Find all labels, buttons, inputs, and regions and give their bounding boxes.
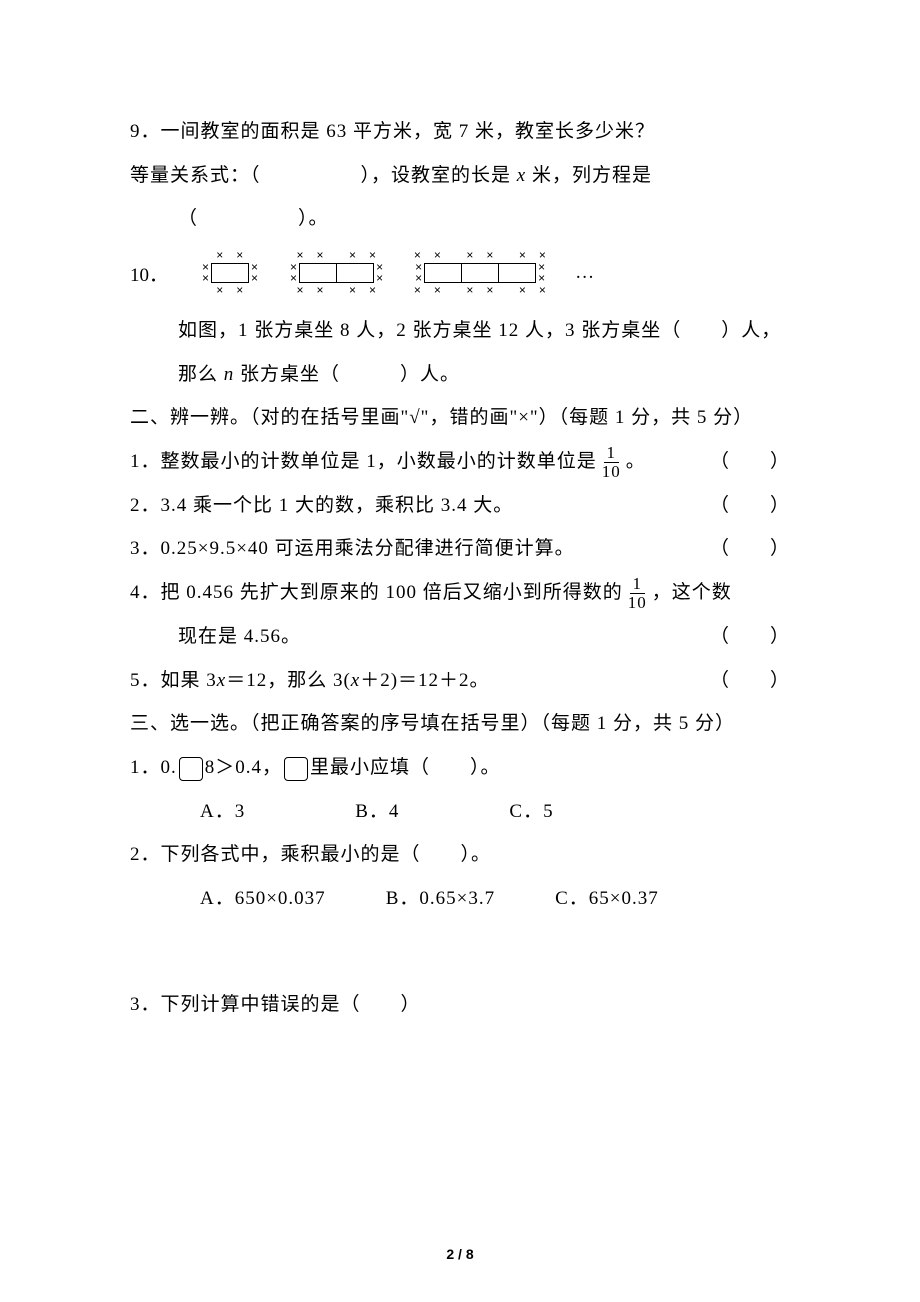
table-diagram-3: × × × × × × ×× ×× × × × × × × [413, 249, 547, 297]
opt-a[interactable]: A．3 [200, 790, 245, 834]
q9-l2a: 等量关系式：（ ），设教室的长是 [130, 165, 517, 186]
page-number: 2 / 8 [0, 1246, 920, 1262]
s2i5c: ＋2)＝12＋2。 [360, 670, 489, 691]
fill-box[interactable] [284, 757, 308, 781]
fill-box[interactable] [179, 757, 203, 781]
right-x-col: ×× [538, 262, 545, 284]
fraction-1-10: 110 [599, 444, 624, 481]
sec3-q3: 3．下列计算中错误的是（ ） [130, 983, 790, 1027]
right-x-col: ×× [376, 262, 383, 284]
left-x-col: ×× [415, 262, 422, 284]
boxes [424, 263, 536, 283]
q1c: 里最小应填（ ）。 [310, 757, 501, 778]
table-body: ×× ×× [200, 262, 260, 284]
q9-line2: 等量关系式：（ ），设教室的长是 x 米，列方程是 [130, 154, 790, 198]
worksheet-page: 9．一间教室的面积是 63 平方米，宽 7 米，教室长多少米？ 等量关系式：（ … [0, 0, 920, 1302]
q1a: 1．0. [130, 757, 177, 778]
q10-diagram-row: 10． × × ×× ×× × × × × × × ×× ×× × × × × … [130, 249, 790, 297]
left-x-col: ×× [290, 262, 297, 284]
right-x-col: ×× [251, 262, 258, 284]
top-x-row: × × × × [288, 249, 385, 262]
sec2-item5: 5．如果 3x＝12，那么 3(x＋2)＝12＋2。 （ ） [130, 659, 790, 703]
answer-paren[interactable]: （ ） [710, 440, 790, 484]
sec3-q2-options: A．650×0.037 B．0.65×3.7 C．65×0.37 [200, 877, 790, 921]
answer-paren[interactable]: （ ） [710, 484, 790, 528]
bottom-x-row: × × × × × × [413, 284, 547, 297]
table-diagram-2: × × × × ×× ×× × × × × [288, 249, 385, 297]
q9-l2b: 米，列方程是 [526, 165, 652, 186]
sec3-q1-options: A．3 B．4 C．5 [200, 790, 790, 834]
sec2-item1: 1．整数最小的计数单位是 1，小数最小的计数单位是110。 （ ） [130, 440, 790, 484]
var-x: x [351, 670, 360, 691]
q10-l2b: 张方桌坐（ ）人。 [234, 364, 460, 385]
sec2-item4-line1: 4．把 0.456 先扩大到原来的 100 倍后又缩小到所得数的110，这个数 [130, 571, 790, 615]
s2i3: 3．0.25×9.5×40 可运用乘法分配律进行简便计算。 [130, 527, 575, 571]
section2-heading: 二、辨一辨。（对的在括号里画"√"，错的画"×"）（每题 1 分，共 5 分） [130, 396, 790, 440]
answer-paren[interactable]: （ ） [710, 659, 790, 703]
sec3-q2: 2．下列各式中，乘积最小的是（ ）。 [130, 833, 790, 877]
var-x: x [217, 670, 226, 691]
q10-var-n: n [224, 364, 235, 385]
s2i1b: 。 [626, 451, 646, 472]
table-body: ×× ×× [413, 262, 547, 284]
table-body: ×× ×× [288, 262, 385, 284]
answer-paren[interactable]: （ ） [710, 615, 790, 659]
boxes [211, 263, 249, 283]
q1b: 8＞0.4， [205, 757, 282, 778]
sec3-q1: 1．0. 8＞0.4， 里最小应填（ ）。 [130, 746, 790, 790]
table-diagram-1: × × ×× ×× × × [200, 249, 260, 297]
opt-b[interactable]: B．0.65×3.7 [386, 877, 495, 921]
boxes [299, 263, 374, 283]
bottom-x-row: × × [200, 284, 260, 297]
ellipsis: … [575, 262, 594, 284]
q10-label: 10． [130, 260, 168, 287]
s2i5b: ＝12，那么 3( [226, 670, 351, 691]
opt-c[interactable]: C．65×0.37 [555, 877, 659, 921]
opt-a[interactable]: A．650×0.037 [200, 877, 326, 921]
sec2-item4-line2: 现在是 4.56。 （ ） [130, 615, 790, 659]
fraction-1-10: 110 [625, 575, 650, 612]
q9-line3: （ ）。 [178, 197, 790, 241]
q10-line2: 那么 n 张方桌坐（ ）人。 [178, 353, 790, 397]
top-x-row: × × × × × × [413, 249, 547, 262]
s2i4b: ，这个数 [652, 582, 732, 603]
q9-line1: 9．一间教室的面积是 63 平方米，宽 7 米，教室长多少米？ [130, 110, 790, 154]
section3-heading: 三、选一选。（把正确答案的序号填在括号里）（每题 1 分，共 5 分） [130, 702, 790, 746]
sec2-item2: 2．3.4 乘一个比 1 大的数，乘积比 3.4 大。 （ ） [130, 484, 790, 528]
opt-b[interactable]: B．4 [355, 790, 399, 834]
q10-l2a: 那么 [178, 364, 224, 385]
s2i2: 2．3.4 乘一个比 1 大的数，乘积比 3.4 大。 [130, 484, 513, 528]
bottom-x-row: × × × × [288, 284, 385, 297]
left-x-col: ×× [202, 262, 209, 284]
s2i5a: 5．如果 3 [130, 670, 217, 691]
sec2-item3: 3．0.25×9.5×40 可运用乘法分配律进行简便计算。 （ ） [130, 527, 790, 571]
opt-c[interactable]: C．5 [509, 790, 553, 834]
s2i1a: 1．整数最小的计数单位是 1，小数最小的计数单位是 [130, 451, 597, 472]
s2i4a: 4．把 0.456 先扩大到原来的 100 倍后又缩小到所得数的 [130, 582, 623, 603]
answer-paren[interactable]: （ ） [710, 527, 790, 571]
s2i4c: 现在是 4.56。 [178, 615, 301, 659]
q10-line1: 如图，1 张方桌坐 8 人，2 张方桌坐 12 人，3 张方桌坐（ ）人， [178, 309, 790, 353]
q9-var-x: x [517, 165, 526, 186]
